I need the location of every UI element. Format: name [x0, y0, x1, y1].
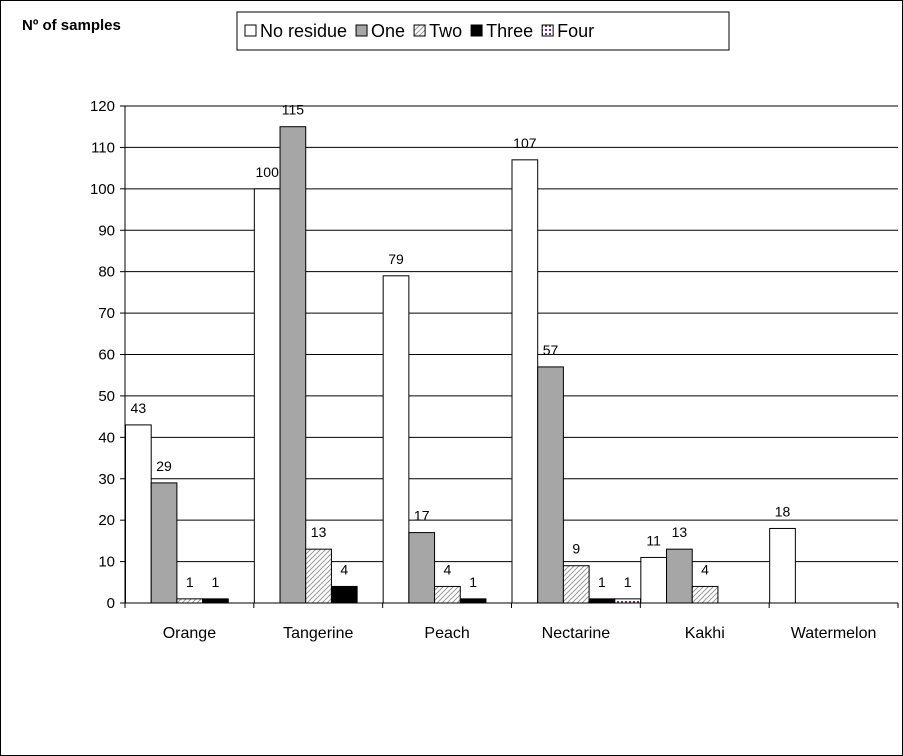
y-tick-label: 0 — [107, 595, 115, 612]
data-label: 79 — [388, 251, 404, 267]
y-tick-label: 80 — [98, 264, 115, 281]
bar — [769, 527, 796, 604]
y-axis-title: Nº of samples — [22, 17, 121, 34]
bar — [305, 548, 332, 604]
legend-swatch — [413, 24, 426, 37]
bar — [176, 598, 204, 604]
bars — [125, 126, 796, 604]
bar — [253, 188, 281, 604]
data-label: 29 — [156, 458, 172, 474]
axes: 0 10 20 30 40 50 60 70 80 90 100 110 120 Orange Tanger… — [90, 98, 899, 642]
data-label: 11 — [646, 532, 661, 548]
bar — [691, 585, 719, 604]
legend-label: Four — [557, 21, 594, 41]
x-category-label: Peach — [424, 625, 469, 642]
y-tick-label: 60 — [98, 347, 115, 364]
legend-label: Three — [486, 21, 533, 41]
data-label: 1 — [624, 574, 632, 590]
bar — [330, 585, 358, 604]
legend-swatch — [541, 24, 554, 37]
data-label: 1 — [186, 574, 194, 590]
bar — [382, 275, 410, 604]
legend-label: One — [371, 21, 405, 41]
y-tick-label: 20 — [98, 512, 115, 529]
data-label: 43 — [131, 400, 147, 416]
data-label: 57 — [543, 342, 559, 358]
data-label: 17 — [414, 508, 430, 524]
data-label: 9 — [572, 541, 580, 557]
data-label: 13 — [672, 524, 688, 540]
legend: No residue One Two Three Four — [236, 11, 730, 51]
bar — [408, 532, 436, 604]
y-tick-label: 40 — [98, 429, 115, 446]
bar — [150, 482, 178, 604]
bar — [202, 598, 229, 604]
data-label: 4 — [701, 561, 709, 577]
data-label: 1 — [598, 574, 606, 590]
y-tick-label: 30 — [98, 471, 115, 488]
bar — [666, 548, 693, 604]
data-label: 107 — [513, 135, 537, 151]
data-label: 4 — [340, 561, 348, 577]
data-label: 100 — [256, 164, 280, 180]
bar — [459, 598, 487, 604]
y-tick-label: 10 — [98, 554, 115, 571]
bar — [434, 585, 461, 604]
data-label: 18 — [775, 503, 791, 519]
bar — [562, 565, 590, 604]
legend-box — [236, 11, 730, 51]
data-label: 13 — [311, 524, 327, 540]
y-tick-label: 90 — [98, 222, 115, 239]
x-category-label: Orange — [163, 625, 216, 642]
data-label: 115 — [282, 102, 305, 118]
y-tick-label: 70 — [98, 305, 115, 322]
y-tick-label: 110 — [91, 139, 115, 156]
bar — [279, 126, 307, 604]
legend-label: No residue — [260, 21, 347, 41]
x-category-label: Tangerine — [283, 625, 353, 642]
data-label: 4 — [444, 561, 452, 577]
legend-label: Two — [429, 21, 462, 41]
legend-swatch — [244, 24, 257, 37]
data-label: 1 — [212, 574, 220, 590]
bar — [125, 424, 152, 604]
data-label: 1 — [469, 574, 477, 590]
bar — [537, 366, 564, 604]
x-category-label: Nectarine — [542, 625, 611, 642]
bar — [640, 556, 668, 604]
legend-swatch — [470, 24, 483, 37]
bar — [588, 598, 616, 604]
legend-swatch — [355, 24, 368, 37]
bar — [511, 159, 539, 604]
y-tick-label: 50 — [98, 388, 115, 405]
y-tick-label: 120 — [90, 98, 115, 115]
x-category-label: Watermelon — [791, 625, 877, 642]
bar — [614, 598, 641, 604]
y-tick-label: 100 — [90, 181, 115, 198]
x-category-label: Kakhi — [685, 625, 725, 642]
